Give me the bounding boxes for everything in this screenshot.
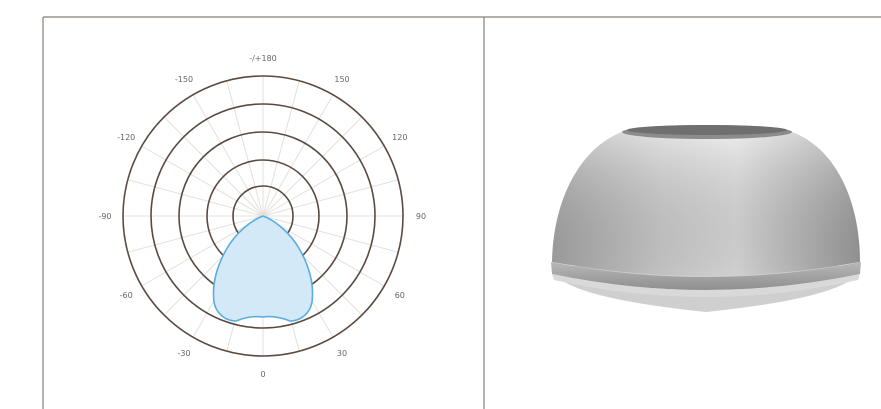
polar-angle-label: 30	[337, 349, 347, 358]
polar-spoke	[262, 80, 300, 217]
polar-angle-label: 0	[260, 370, 265, 379]
polar-spoke	[262, 94, 334, 217]
polar-angle-label: -/+180	[249, 54, 277, 63]
polar-angle-label: -120	[117, 133, 135, 142]
polar-spoke	[262, 179, 399, 217]
polar-angle-label: -60	[120, 291, 133, 300]
highbay-reflector-dome-icon	[551, 125, 861, 312]
polar-spoke	[262, 215, 385, 287]
polar-angle-labels: -/+180 150 120 90 60 30 0 -30 -60 -90 -120 -150	[98, 54, 426, 379]
dome-rim-lip	[552, 274, 860, 297]
polar-spoke	[127, 215, 264, 253]
polar-spoke	[226, 80, 264, 217]
polar-spoke	[262, 215, 399, 253]
dome-body-shading	[552, 132, 860, 276]
polar-spoke	[127, 179, 264, 217]
dome-rim	[551, 262, 861, 290]
polar-spoke	[141, 215, 264, 287]
polar-ring	[150, 103, 376, 329]
polar-ring	[122, 75, 404, 357]
polar-angle-label: -90	[98, 212, 111, 221]
polar-light-distribution-diagram: -/+180 150 120 90 60 30 0 -30 -60 -90 -120 -150	[98, 54, 426, 379]
polar-angle-label: 90	[416, 212, 426, 221]
polar-angle-label: -150	[175, 75, 193, 84]
polar-angle-label: 120	[392, 133, 407, 142]
dome-top-opening-inner	[627, 125, 787, 135]
polar-angle-label: -30	[177, 349, 190, 358]
polar-spoke	[192, 94, 264, 217]
light-distribution-curve	[212, 215, 314, 322]
polar-angle-label: 60	[395, 291, 405, 300]
polar-spoke	[141, 145, 264, 217]
polar-spoke	[262, 116, 363, 217]
polar-angle-label: 150	[334, 75, 349, 84]
polar-spoke	[262, 145, 385, 217]
polar-spoke	[163, 116, 264, 217]
